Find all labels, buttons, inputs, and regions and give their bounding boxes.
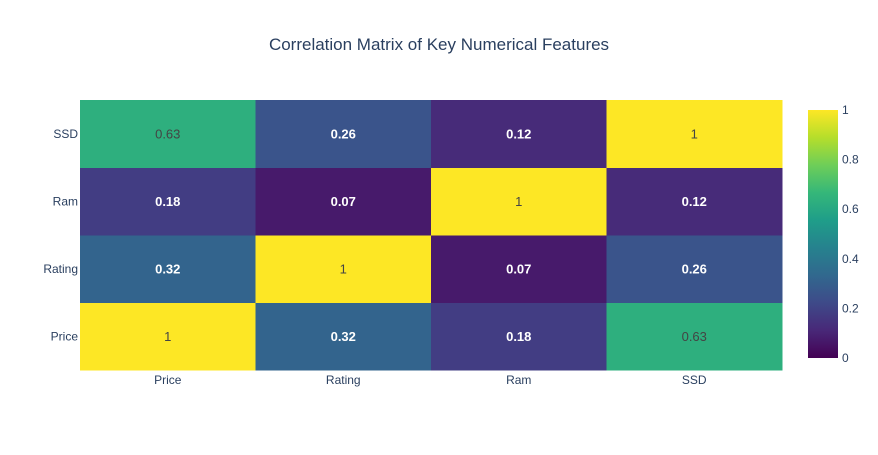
cell-value-label: 0.26	[682, 261, 707, 276]
cell-value-label: 0.63	[155, 126, 180, 141]
colorbar-tick-label: 0.6	[842, 202, 859, 216]
cell-value-label: 0.26	[331, 126, 356, 141]
colorbar-tick-label: 0.8	[842, 153, 859, 167]
cell-value-label: 0.18	[506, 329, 531, 344]
cell-value-label: 1	[164, 329, 171, 344]
y-tick-label: SSD	[53, 127, 78, 141]
heatmap-cell	[80, 100, 256, 168]
cell-value-label: 1	[691, 126, 698, 141]
heatmap-cell	[255, 302, 432, 371]
cell-value-label: 1	[340, 261, 347, 276]
heatmap-cell	[80, 167, 256, 236]
y-axis-tick-labels: Price Rating Ram SSD	[43, 127, 78, 344]
x-tick-label: Rating	[326, 373, 361, 387]
y-tick-label: Ram	[53, 194, 78, 208]
cell-value-label: 0.07	[331, 194, 356, 209]
heatmap-cell-labels: 1 0.32 0.18 0.63 0.32 1 0.07 0.26 0.18 0.07 1 0.12 0…	[155, 126, 707, 344]
heatmap-cells	[80, 100, 783, 371]
cell-value-label: 0.18	[155, 194, 180, 209]
x-tick-label: SSD	[682, 373, 707, 387]
heatmap-cell	[80, 302, 256, 371]
cell-value-label: 0.32	[155, 261, 180, 276]
heatmap-cell	[431, 235, 607, 303]
cell-value-label: 0.32	[331, 329, 356, 344]
heatmap-cell	[606, 100, 783, 168]
heatmap-cell	[606, 235, 783, 303]
colorbar-tick-label: 0.2	[842, 301, 859, 315]
heatmap-cell	[431, 100, 607, 168]
cell-value-label: 0.12	[506, 126, 531, 141]
heatmap-cell	[606, 302, 783, 371]
colorbar-gradient	[808, 110, 838, 358]
heatmap-cell	[255, 100, 432, 168]
heatmap-cell	[255, 167, 432, 236]
heatmap-cell	[80, 235, 256, 303]
x-tick-label: Price	[154, 373, 182, 387]
cell-value-label: 0.12	[682, 194, 707, 209]
cell-value-label: 0.63	[682, 329, 707, 344]
heatmap-cell	[431, 302, 607, 371]
y-tick-label: Price	[51, 329, 79, 343]
heatmap-cell	[431, 167, 607, 236]
colorbar-tick-label: 0.4	[842, 252, 859, 266]
cell-value-label: 1	[515, 194, 522, 209]
heatmap-cell	[606, 167, 783, 236]
colorbar-tick-label: 1	[842, 103, 849, 117]
x-tick-label: Ram	[506, 373, 531, 387]
colorbar: 0 0.2 0.4 0.6 0.8 1	[808, 103, 859, 365]
y-tick-label: Rating	[43, 262, 78, 276]
x-axis-tick-labels: Price Rating Ram SSD	[154, 373, 707, 387]
heatmap-cell	[255, 235, 432, 303]
cell-value-label: 0.07	[506, 261, 531, 276]
chart-title: Correlation Matrix of Key Numerical Feat…	[269, 35, 609, 54]
colorbar-tick-label: 0	[842, 351, 849, 365]
